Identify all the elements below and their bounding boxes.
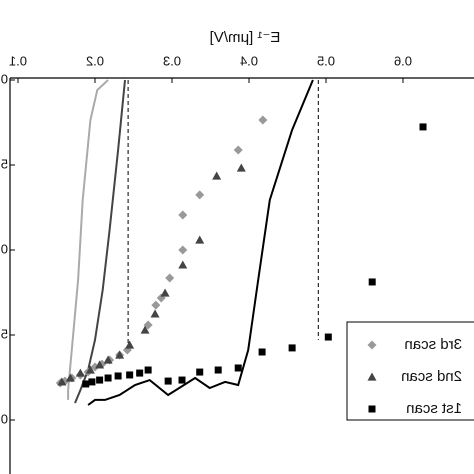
legend-box: [346, 321, 474, 421]
point: [103, 355, 113, 364]
point: [140, 325, 150, 334]
point: [165, 273, 175, 283]
x-tick-label: 0.4: [240, 53, 258, 68]
point: [212, 171, 222, 180]
legend-marker: [367, 340, 377, 350]
legend-label: 1st scan: [406, 400, 462, 417]
y-tick-label: 0: [1, 411, 8, 426]
point: [114, 372, 122, 380]
curve: [87, 79, 314, 406]
y-tick-label: 5: [1, 326, 8, 341]
point: [126, 371, 134, 379]
point: [125, 340, 135, 349]
x-tick-label: 0.1: [9, 53, 27, 68]
point: [65, 373, 75, 382]
x-tick-label: 0.6: [394, 53, 412, 68]
point: [82, 380, 90, 388]
y-tick-label: 0: [1, 71, 8, 86]
point: [178, 245, 188, 255]
point: [258, 348, 266, 356]
curve: [67, 79, 109, 400]
point: [136, 369, 144, 377]
point: [151, 300, 161, 310]
point: [234, 364, 242, 372]
point: [96, 376, 104, 384]
legend-label: 2nd scan: [401, 368, 462, 385]
point: [104, 374, 112, 382]
point: [258, 115, 268, 125]
curve: [74, 79, 126, 404]
x-axis-label: E⁻¹ [μm/V]: [210, 29, 281, 46]
legend-marker: [367, 372, 377, 381]
x-tick-label: 0.5: [317, 53, 335, 68]
x-tick-label: 0.3: [163, 53, 181, 68]
legend-label: 3rd scan: [404, 336, 462, 353]
point: [324, 333, 332, 341]
x-tick-label: 0.2: [86, 53, 104, 68]
point: [196, 368, 204, 376]
point: [195, 190, 205, 200]
point: [115, 350, 125, 359]
point: [195, 235, 205, 244]
point: [88, 378, 96, 386]
point: [233, 145, 243, 155]
point: [164, 377, 172, 385]
point: [75, 368, 85, 377]
y-tick-label: 5: [1, 156, 8, 171]
point: [85, 365, 95, 374]
point: [178, 260, 188, 269]
point: [368, 278, 376, 286]
point: [95, 360, 105, 369]
point: [144, 366, 152, 374]
point: [178, 210, 188, 220]
point: [214, 366, 222, 374]
point: [57, 377, 67, 386]
point: [150, 309, 160, 318]
point: [288, 344, 296, 352]
point: [236, 163, 246, 172]
point: [419, 123, 427, 131]
legend-marker: [368, 405, 376, 413]
point: [178, 376, 186, 384]
y-tick-label: 0: [1, 241, 8, 256]
point: [160, 288, 170, 297]
